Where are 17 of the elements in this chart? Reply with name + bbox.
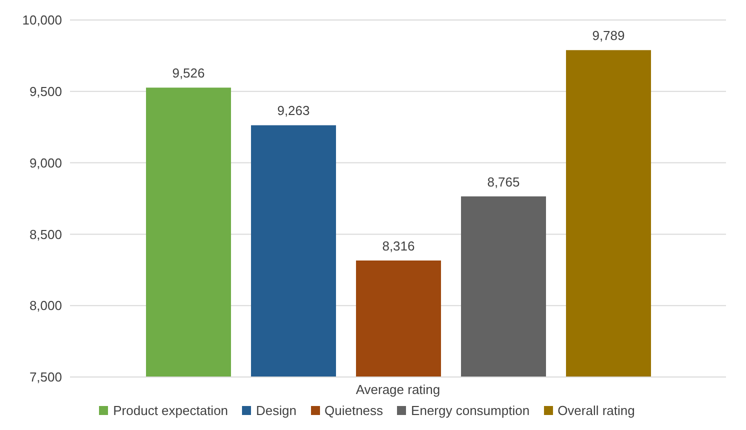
data-label: 9,789 [592, 28, 625, 44]
legend-label: Design [256, 403, 296, 418]
data-label: 8,765 [487, 174, 520, 190]
y-tick-label: 10,000 [22, 12, 62, 28]
y-tick-label: 9,000 [29, 155, 62, 170]
y-tick-label: 9,500 [29, 84, 62, 100]
data-label: 8,316 [382, 238, 415, 254]
legend-label: Energy consumption [411, 403, 530, 418]
y-tick-label: 7,500 [29, 370, 62, 385]
legend-label: Overall rating [558, 403, 635, 418]
y-tick-label: 8,500 [29, 226, 62, 242]
x-tick-label: Average rating [356, 382, 440, 398]
legend-label: Quietness [324, 403, 384, 418]
data-label: 9,263 [277, 103, 310, 118]
y-tick-label: 8,000 [29, 298, 62, 314]
legend-label: Product expectation [113, 403, 228, 418]
data-label: 9,526 [172, 66, 205, 81]
